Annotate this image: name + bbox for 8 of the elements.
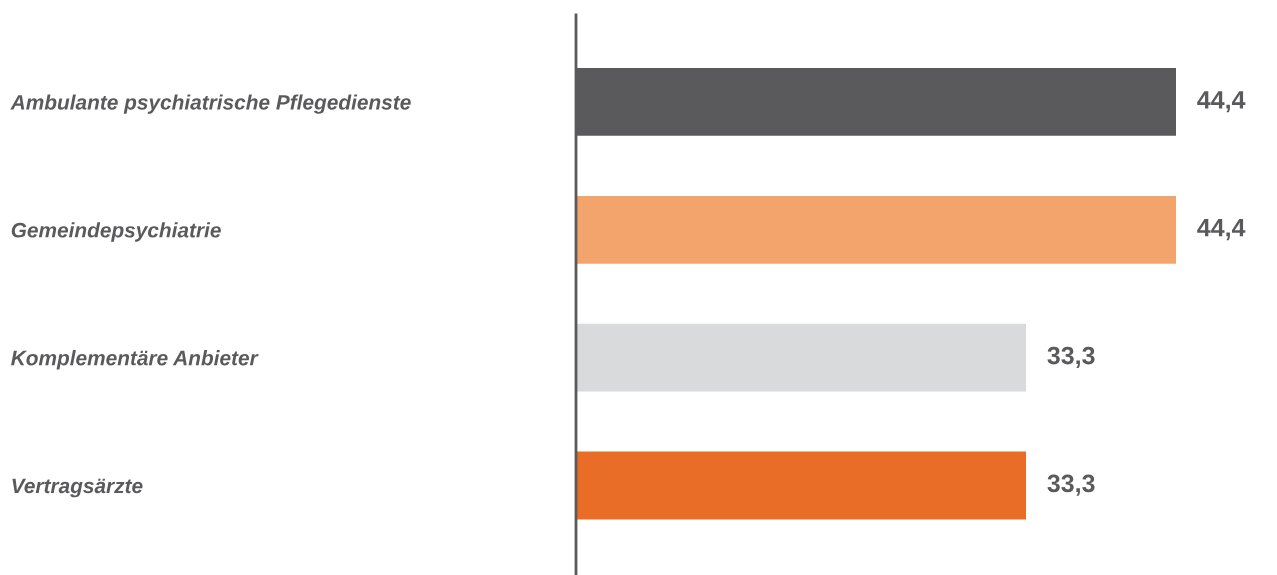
y-tick-label: Ambulante psychiatrische Pflegedienste (10, 94, 411, 114)
y-tick-label: Komplementäre Anbieter (11, 350, 259, 370)
y-tick-label: Gemeindepsychiatrie (11, 222, 221, 242)
data-label: 44,4 (1197, 219, 1246, 241)
y-tick-label: Vertragsärzte (12, 478, 143, 498)
data-label: 44,4 (1197, 91, 1246, 113)
data-label: 33,3 (1047, 346, 1095, 368)
data-label: 33,3 (1047, 474, 1095, 496)
